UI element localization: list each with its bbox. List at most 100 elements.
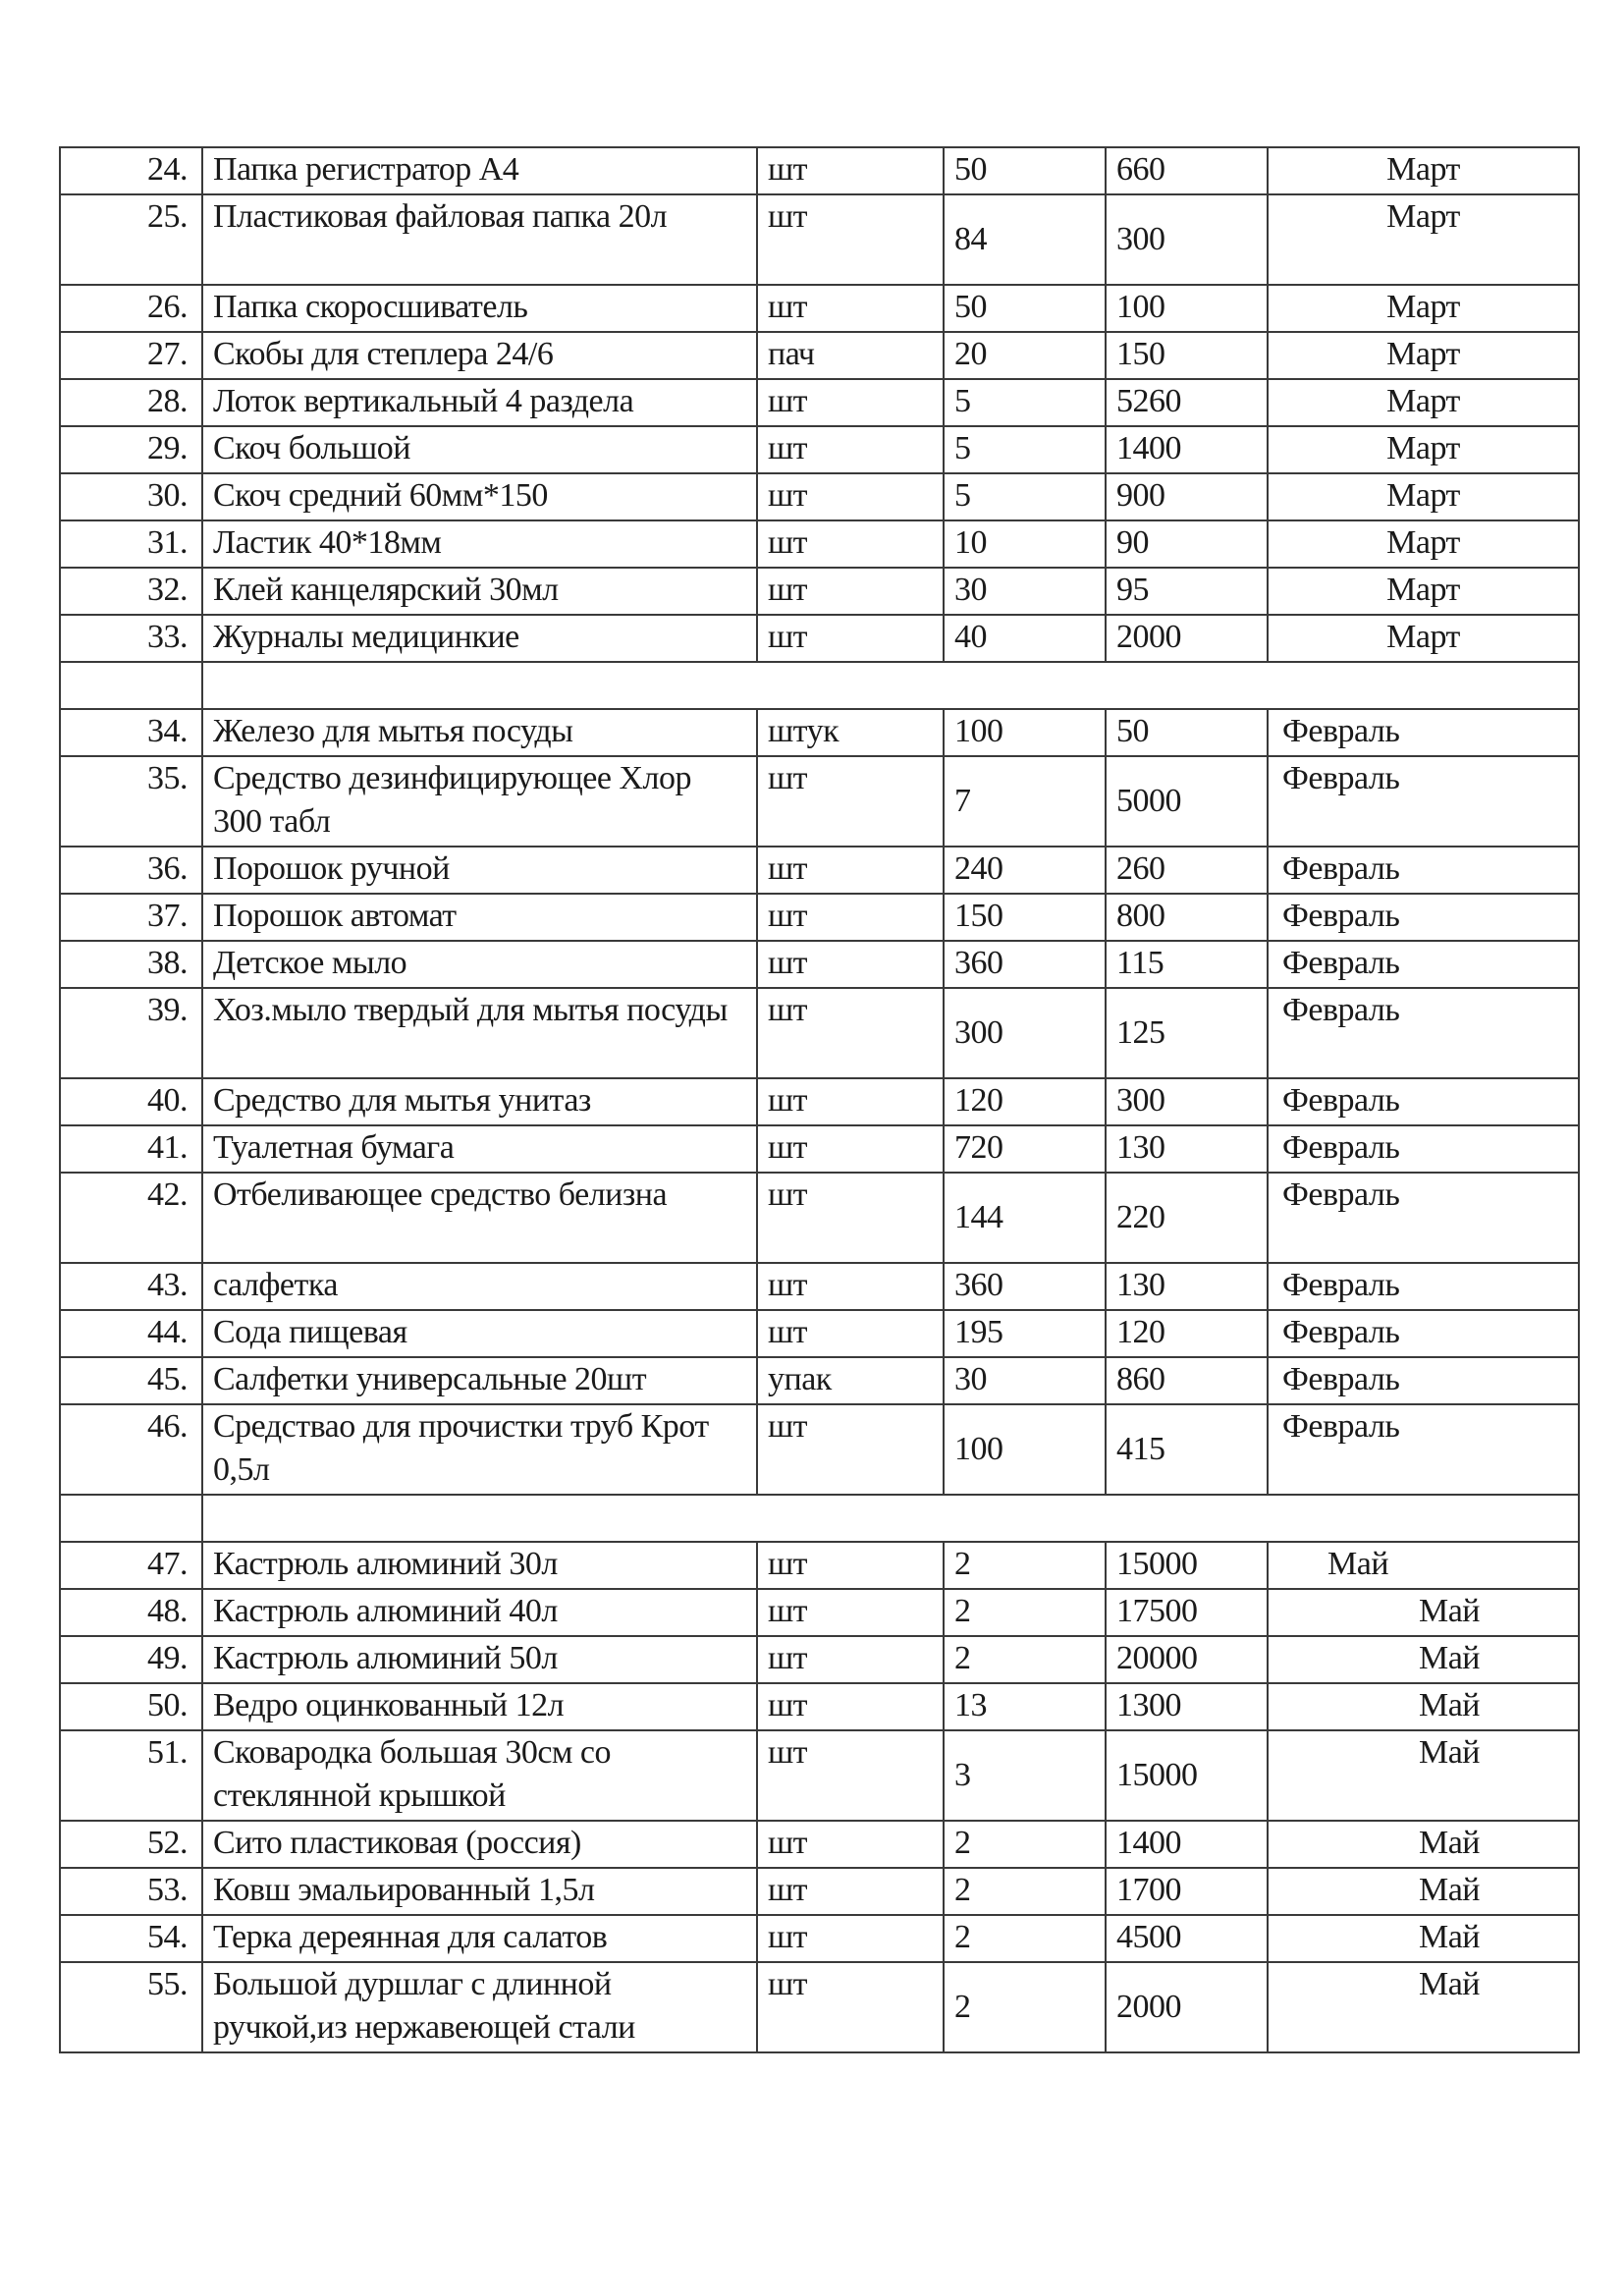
price-cell: 660 (1105, 146, 1269, 195)
table-row: 37. Порошок автомат шт 150 800 Февраль (59, 893, 1580, 942)
unit-cell: шт (756, 1682, 945, 1731)
supply-table: 24. Папка регистратор А4 шт 50 660 Март 25. Пла… (59, 146, 1580, 2053)
empty-cell (59, 661, 203, 710)
table-row: 41. Туалетная бумага шт 720 130 Февраль (59, 1124, 1580, 1174)
price-cell: 120 (1105, 1309, 1269, 1358)
table-row: 26. Папка скоросшиватель шт 50 100 Март (59, 284, 1580, 333)
unit-cell: штук (756, 708, 945, 757)
unit-cell: шт (756, 1820, 945, 1869)
table-body: 24. Папка регистратор А4 шт 50 660 Март 25. Пла… (59, 146, 1580, 2053)
item-name-cell: Кастрюль алюминий 50л (201, 1635, 758, 1684)
month-cell: Май (1267, 1961, 1580, 2053)
quantity-cell: 5 (943, 425, 1107, 474)
row-number-cell: 32. (59, 567, 203, 616)
item-name-cell: Папка регистратор А4 (201, 146, 758, 195)
row-number-cell: 31. (59, 519, 203, 569)
table-row: 54. Терка дереянная для салатов шт 2 4500 Май (59, 1914, 1580, 1963)
table-row: 30. Скоч средний 60мм*150 шт 5 900 Март (59, 472, 1580, 521)
row-number-cell: 41. (59, 1124, 203, 1174)
month-cell: Март (1267, 193, 1580, 286)
table-row: 38. Детское мыло шт 360 115 Февраль (59, 940, 1580, 989)
item-name-cell: Терка дереянная для салатов (201, 1914, 758, 1963)
price-cell: 50 (1105, 708, 1269, 757)
quantity-cell: 300 (943, 987, 1107, 1079)
price-cell: 1300 (1105, 1682, 1269, 1731)
price-cell: 17500 (1105, 1588, 1269, 1637)
item-name-cell: Средство дезинфицирующее Хлор 300 табл (201, 755, 758, 847)
table-row: 25. Пластиковая файловая папка 20л шт 84 300… (59, 193, 1580, 286)
item-name-cell: Журналы медицинкие (201, 614, 758, 663)
price-cell: 95 (1105, 567, 1269, 616)
table-row: 42. Отбеливающее средство белизна шт 144 220… (59, 1172, 1580, 1264)
unit-cell: шт (756, 1541, 945, 1590)
unit-cell: шт (756, 1403, 945, 1496)
table-row: 51. Сковародка большая 30см со стеклянной… (59, 1729, 1580, 1822)
price-cell: 800 (1105, 893, 1269, 942)
unit-cell: шт (756, 1914, 945, 1963)
unit-cell: шт (756, 1262, 945, 1311)
price-cell: 90 (1105, 519, 1269, 569)
table-row: 40. Средство для мытья унитаз шт 120 300 Февр… (59, 1077, 1580, 1126)
unit-cell: шт (756, 1124, 945, 1174)
unit-cell: шт (756, 940, 945, 989)
quantity-cell: 144 (943, 1172, 1107, 1264)
item-name-cell: Порошок ручной (201, 846, 758, 895)
unit-cell: шт (756, 567, 945, 616)
item-name-cell: Скоч средний 60мм*150 (201, 472, 758, 521)
item-name-cell: Пластиковая файловая папка 20л (201, 193, 758, 286)
row-number-cell: 36. (59, 846, 203, 895)
row-number-cell: 33. (59, 614, 203, 663)
unit-cell: шт (756, 146, 945, 195)
quantity-cell: 100 (943, 708, 1107, 757)
quantity-cell: 3 (943, 1729, 1107, 1822)
quantity-cell: 50 (943, 146, 1107, 195)
unit-cell: шт (756, 987, 945, 1079)
item-name-cell: Отбеливающее средство белизна (201, 1172, 758, 1264)
month-cell: Март (1267, 472, 1580, 521)
price-cell: 860 (1105, 1356, 1269, 1405)
row-number-cell: 42. (59, 1172, 203, 1264)
price-cell: 2000 (1105, 614, 1269, 663)
unit-cell: шт (756, 1961, 945, 2053)
row-number-cell: 38. (59, 940, 203, 989)
table-row: 33. Журналы медицинкие шт 40 2000 Март (59, 614, 1580, 663)
quantity-cell: 2 (943, 1867, 1107, 1916)
empty-cell (201, 1494, 1580, 1543)
unit-cell: шт (756, 1077, 945, 1126)
table-row: 39. Хоз.мыло твердый для мытья посуды шт 30… (59, 987, 1580, 1079)
month-cell: Февраль (1267, 1309, 1580, 1358)
row-number-cell: 51. (59, 1729, 203, 1822)
price-cell: 15000 (1105, 1729, 1269, 1822)
empty-cell (201, 661, 1580, 710)
unit-cell: шт (756, 1635, 945, 1684)
item-name-cell: Ластик 40*18мм (201, 519, 758, 569)
month-cell: Март (1267, 378, 1580, 427)
item-name-cell: Детское мыло (201, 940, 758, 989)
month-cell: Март (1267, 425, 1580, 474)
price-cell: 260 (1105, 846, 1269, 895)
row-number-cell: 55. (59, 1961, 203, 2053)
table-row: 55. Большой дуршлаг с длинной ручкой,из н… (59, 1961, 1580, 2053)
month-cell: Февраль (1267, 1356, 1580, 1405)
quantity-cell: 13 (943, 1682, 1107, 1731)
separator-row (59, 1494, 1580, 1543)
month-cell: Февраль (1267, 940, 1580, 989)
quantity-cell: 2 (943, 1820, 1107, 1869)
table-row: 49. Кастрюль алюминий 50л шт 2 20000 Май (59, 1635, 1580, 1684)
quantity-cell: 100 (943, 1403, 1107, 1496)
month-cell: Февраль (1267, 708, 1580, 757)
price-cell: 4500 (1105, 1914, 1269, 1963)
month-cell: Февраль (1267, 846, 1580, 895)
row-number-cell: 49. (59, 1635, 203, 1684)
price-cell: 300 (1105, 1077, 1269, 1126)
item-name-cell: Сито пластиковая (россия) (201, 1820, 758, 1869)
row-number-cell: 24. (59, 146, 203, 195)
item-name-cell: Скобы для степлера 24/6 (201, 331, 758, 380)
table-row: 45. Салфетки универсальные 20шт упак 30 860 Ф… (59, 1356, 1580, 1405)
table-row: 52. Сито пластиковая (россия) шт 2 1400 Май (59, 1820, 1580, 1869)
month-cell: Февраль (1267, 1172, 1580, 1264)
quantity-cell: 240 (943, 846, 1107, 895)
month-cell: Февраль (1267, 1124, 1580, 1174)
table-row: 46. Средствао для прочистки труб Крот 0,5… (59, 1403, 1580, 1496)
separator-row (59, 661, 1580, 710)
